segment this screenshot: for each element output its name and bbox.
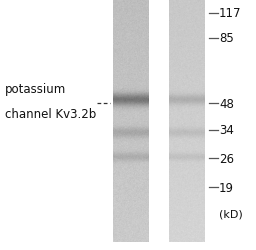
Text: 19: 19 xyxy=(219,181,234,194)
Text: potassium: potassium xyxy=(5,82,66,95)
Text: channel Kv3.2b: channel Kv3.2b xyxy=(5,107,96,120)
Text: 26: 26 xyxy=(219,152,234,165)
Text: 48: 48 xyxy=(219,97,234,110)
Text: 85: 85 xyxy=(219,32,234,45)
Text: (kD): (kD) xyxy=(219,209,243,219)
Text: 117: 117 xyxy=(219,7,241,20)
Text: 34: 34 xyxy=(219,124,234,136)
